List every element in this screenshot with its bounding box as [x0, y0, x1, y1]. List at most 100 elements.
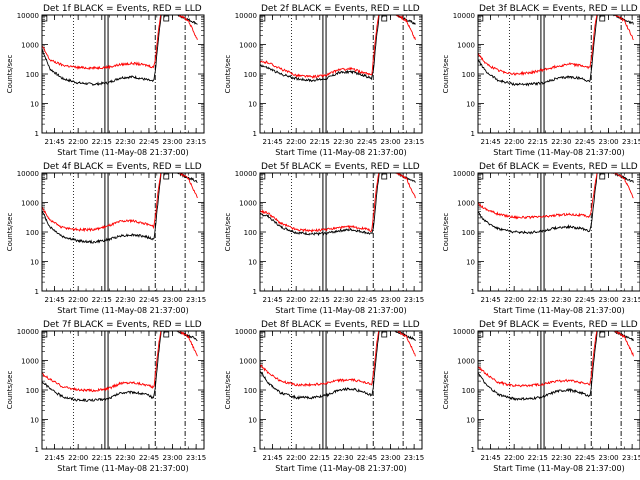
- panel-title: Det 1f BLACK = Events, RED = LLD: [43, 4, 202, 14]
- x-tick-label: 22:45: [139, 454, 159, 462]
- y-tick-label: 10000: [453, 12, 475, 20]
- interval-marker-box: [599, 173, 606, 180]
- interval-marker-box: [163, 15, 170, 22]
- detector-panel-8: Det 8f BLACK = Events, RED = LLD Counts/s…: [224, 320, 424, 473]
- y-tick-label: 10000: [453, 328, 475, 336]
- x-tick-label: 22:15: [310, 138, 330, 146]
- lld-series-line: [260, 331, 416, 388]
- x-tick-label: 22:00: [504, 138, 524, 146]
- y-tick-label: 100: [26, 229, 39, 237]
- x-tick-label: 23:15: [622, 454, 640, 462]
- y-tick-label: 1000: [239, 358, 257, 366]
- x-tick-label: 22:30: [115, 138, 135, 146]
- plot-frame: [259, 330, 423, 450]
- x-tick-label: 21:45: [262, 296, 282, 304]
- plot-frame: [41, 172, 205, 292]
- detector-panel-6: Det 6f BLACK = Events, RED = LLD Counts/s…: [442, 162, 640, 315]
- x-axis-label: Start Time (11-May-08 21:37:00): [493, 464, 624, 473]
- x-tick-label: 21:45: [480, 296, 500, 304]
- x-tick-label: 22:45: [139, 138, 159, 146]
- lld-series-line: [260, 15, 416, 79]
- panel-title: Det 8f BLACK = Events, RED = LLD: [261, 320, 420, 330]
- panel-title: Det 7f BLACK = Events, RED = LLD: [43, 320, 202, 330]
- x-tick-label: 21:45: [44, 138, 64, 146]
- x-tick-label: 23:00: [162, 296, 182, 304]
- y-tick-label: 1000: [457, 200, 475, 208]
- y-axis-label: Counts/sec: [442, 213, 450, 252]
- interval-marker-box: [599, 15, 606, 22]
- y-tick-label: 100: [462, 229, 475, 237]
- interval-marker-box: [259, 15, 266, 22]
- panel-title: Det 9f BLACK = Events, RED = LLD: [479, 320, 638, 330]
- events-series-line: [42, 331, 198, 403]
- lld-series-line: [260, 173, 416, 233]
- y-tick-label: 10: [30, 417, 39, 425]
- y-tick-label: 100: [26, 387, 39, 395]
- x-tick-label: 22:15: [92, 138, 112, 146]
- y-tick-label: 100: [462, 71, 475, 79]
- y-tick-label: 1: [253, 130, 257, 138]
- y-tick-label: 1: [471, 130, 475, 138]
- detector-panel-9: Det 9f BLACK = Events, RED = LLD Counts/s…: [442, 320, 640, 473]
- y-tick-label: 10000: [17, 12, 39, 20]
- plot-frame: [477, 330, 640, 450]
- y-tick-label: 1000: [457, 42, 475, 50]
- events-series-line: [478, 173, 634, 235]
- y-tick-label: 10: [466, 101, 475, 109]
- x-tick-label: 22:00: [286, 138, 306, 146]
- detector-panel-5: Det 5f BLACK = Events, RED = LLD Counts/s…: [224, 162, 424, 315]
- y-tick-label: 100: [244, 71, 257, 79]
- lld-series-line: [478, 15, 634, 76]
- y-tick-label: 1000: [239, 200, 257, 208]
- y-axis-label: Counts/sec: [224, 55, 232, 94]
- y-tick-label: 1: [35, 288, 39, 296]
- y-tick-label: 1: [253, 446, 257, 454]
- events-series-line: [42, 15, 198, 87]
- x-axis-label: Start Time (11-May-08 21:37:00): [493, 148, 624, 157]
- y-tick-label: 10000: [453, 170, 475, 178]
- x-tick-label: 23:15: [622, 296, 640, 304]
- detector-panel-4: Det 4f BLACK = Events, RED = LLD Counts/s…: [6, 162, 206, 315]
- events-series-line: [260, 15, 416, 83]
- interval-marker-box: [599, 331, 606, 338]
- x-tick-label: 22:15: [92, 454, 112, 462]
- x-axis-label: Start Time (11-May-08 21:37:00): [275, 306, 406, 315]
- plot-frame: [41, 14, 205, 134]
- events-series-line: [42, 173, 198, 244]
- x-tick-label: 22:30: [333, 138, 353, 146]
- x-tick-label: 22:45: [575, 296, 595, 304]
- y-tick-label: 10000: [17, 170, 39, 178]
- y-tick-label: 10: [30, 101, 39, 109]
- interval-marker-box: [41, 15, 48, 22]
- y-tick-label: 10000: [235, 170, 257, 178]
- y-tick-label: 10: [466, 417, 475, 425]
- detector-panel-2: Det 2f BLACK = Events, RED = LLD Counts/s…: [224, 4, 424, 157]
- lld-series-line: [478, 173, 634, 220]
- x-tick-label: 23:00: [598, 296, 618, 304]
- y-axis-label: Counts/sec: [442, 371, 450, 410]
- y-tick-label: 100: [462, 387, 475, 395]
- x-axis-label: Start Time (11-May-08 21:37:00): [57, 148, 188, 157]
- x-tick-label: 21:45: [480, 138, 500, 146]
- panel-title: Det 2f BLACK = Events, RED = LLD: [261, 4, 420, 14]
- x-tick-label: 22:00: [504, 454, 524, 462]
- y-tick-label: 10: [30, 259, 39, 267]
- x-tick-label: 23:00: [380, 138, 400, 146]
- detector-panel-3: Det 3f BLACK = Events, RED = LLD Counts/s…: [442, 4, 640, 157]
- y-tick-label: 10000: [235, 328, 257, 336]
- y-axis-label: Counts/sec: [224, 371, 232, 410]
- x-tick-label: 23:00: [380, 454, 400, 462]
- x-tick-label: 23:15: [186, 138, 206, 146]
- lld-series-line: [42, 15, 198, 71]
- x-tick-label: 22:30: [333, 296, 353, 304]
- plot-frame: [477, 172, 640, 292]
- x-tick-label: 23:00: [380, 296, 400, 304]
- lld-series-line: [42, 331, 198, 393]
- events-series-line: [260, 331, 416, 401]
- interval-marker-box: [259, 331, 266, 338]
- y-axis-label: Counts/sec: [6, 213, 14, 252]
- x-tick-label: 22:00: [68, 296, 88, 304]
- plot-frame: [259, 172, 423, 292]
- x-tick-label: 21:45: [262, 138, 282, 146]
